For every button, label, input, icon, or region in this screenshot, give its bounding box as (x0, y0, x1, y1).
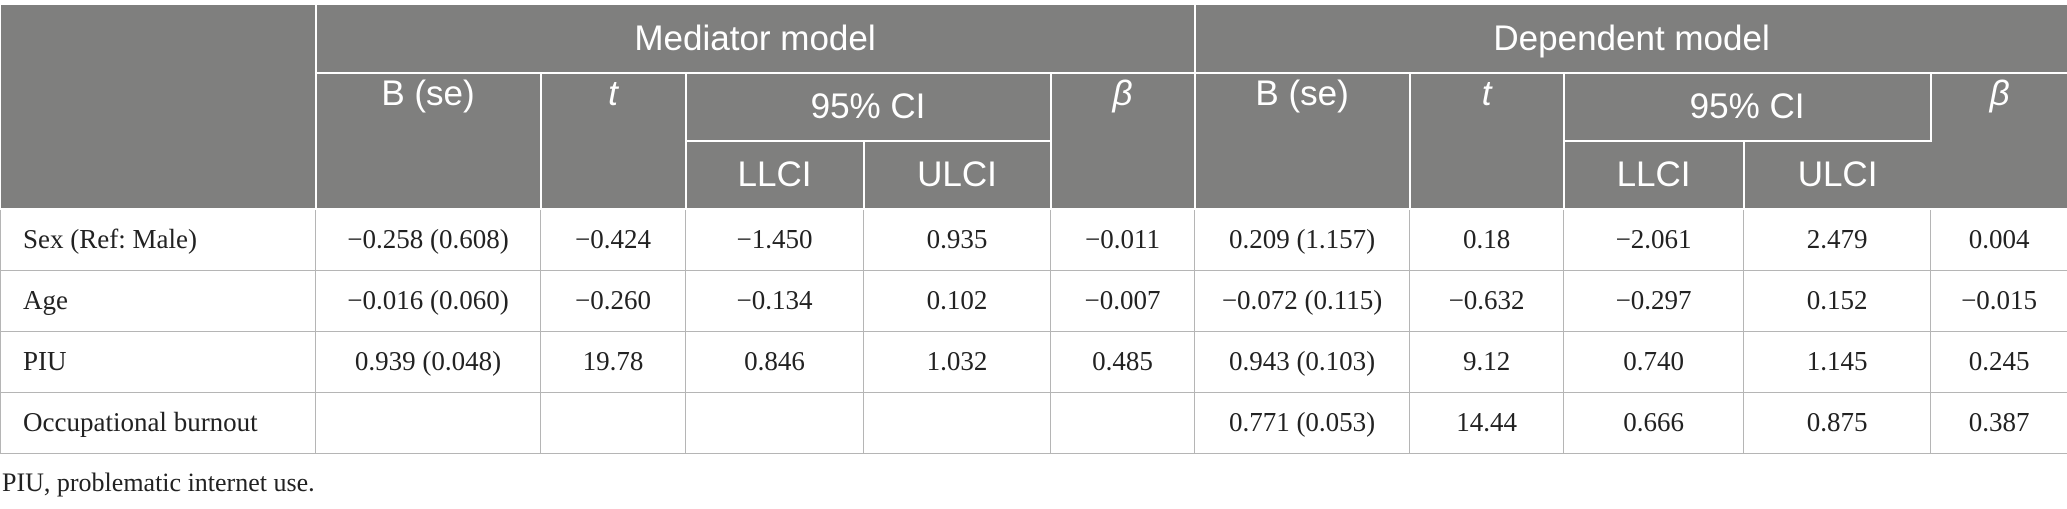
cell-dependent-ulci: 1.145 (1743, 331, 1932, 393)
cell-dependent-t: 0.18 (1409, 209, 1565, 271)
cell-dependent-llci: −2.061 (1563, 209, 1745, 271)
cell-mediator-t: 19.78 (540, 331, 686, 393)
cell-dependent-llci: −0.297 (1563, 270, 1745, 332)
row-label: Age (0, 270, 316, 332)
cell-dependent-beta: 0.387 (1930, 392, 2067, 454)
table-footnote: PIU, problematic internet use. (2, 468, 315, 497)
header-row-columns: B (se) t 95% CI β B (se) t 95% CI β (1, 73, 2067, 210)
header-dependent-b-se: B (se) (1194, 73, 1411, 210)
header-mediator-t: t (540, 73, 687, 210)
cell-dependent-ulci: 0.152 (1743, 270, 1932, 332)
header-dependent-beta: β (1930, 73, 2067, 210)
header-dependent-ulci: ULCI (1743, 141, 1931, 210)
cell-mediator-t: −0.260 (540, 270, 686, 332)
cell-dependent-t: −0.632 (1409, 270, 1565, 332)
table-row: Sex (Ref: Male) −0.258 (0.608) −0.424 −1… (0, 209, 2067, 271)
cell-dependent-b-se: 0.209 (1.157) (1194, 209, 1411, 271)
cell-mediator-beta: −0.011 (1049, 209, 1196, 271)
cell-dependent-beta: 0.004 (1930, 209, 2067, 271)
header-mediator-beta: β (1050, 73, 1196, 210)
cell-mediator-ulci (863, 392, 1051, 454)
cell-mediator-beta: −0.007 (1049, 270, 1196, 332)
header-mediator-ci: 95% CI (685, 73, 1052, 142)
header-mediator-b-se: B (se) (315, 73, 542, 210)
cell-mediator-ulci: 0.102 (863, 270, 1051, 332)
header-dependent-t: t (1409, 73, 1565, 210)
cell-dependent-b-se: 0.771 (0.053) (1194, 392, 1411, 454)
cell-dependent-t: 9.12 (1409, 331, 1565, 393)
cell-dependent-b-se: 0.943 (0.103) (1194, 331, 1411, 393)
cell-mediator-beta: 0.485 (1049, 331, 1196, 393)
table-row: Occupational burnout 0.771 (0.053) 14.44… (0, 392, 2067, 454)
header-dependent-model: Dependent model (1194, 5, 2067, 74)
row-label: Sex (Ref: Male) (0, 209, 316, 271)
cell-mediator-llci: 0.846 (685, 331, 864, 393)
cell-mediator-ulci: 0.935 (863, 209, 1051, 271)
cell-mediator-beta (1049, 392, 1196, 454)
cell-mediator-b-se: −0.016 (0.060) (315, 270, 541, 332)
cell-mediator-b-se: −0.258 (0.608) (315, 209, 541, 271)
row-label: Occupational burnout (0, 392, 316, 454)
header-blank (0, 5, 317, 210)
cell-mediator-b-se: 0.939 (0.048) (315, 331, 541, 393)
cell-dependent-llci: 0.740 (1563, 331, 1745, 393)
cell-dependent-llci: 0.666 (1563, 392, 1745, 454)
cell-mediator-llci: −0.134 (685, 270, 864, 332)
header-row-ci: LLCI ULCI LLCI ULCI (1, 141, 2067, 210)
results-table: Mediator model Dependent model B (se) t … (0, 5, 2067, 454)
cell-mediator-t (540, 392, 686, 454)
cell-dependent-t: 14.44 (1409, 392, 1565, 454)
cell-mediator-llci: −1.450 (685, 209, 864, 271)
cell-mediator-b-se (315, 392, 541, 454)
header-mediator-llci: LLCI (685, 141, 865, 210)
cell-dependent-b-se: −0.072 (0.115) (1194, 270, 1411, 332)
header-row-groups: Mediator model Dependent model (0, 5, 2067, 210)
cell-dependent-ulci: 0.875 (1743, 392, 1932, 454)
cell-mediator-t: −0.424 (540, 209, 686, 271)
header-mediator-model: Mediator model (315, 5, 1196, 74)
cell-mediator-llci (685, 392, 864, 454)
table-row: Age −0.016 (0.060) −0.260 −0.134 0.102 −… (0, 270, 2067, 332)
header-dependent-llci: LLCI (1563, 141, 1745, 210)
cell-mediator-ulci: 1.032 (863, 331, 1051, 393)
header-dependent-ci: 95% CI (1563, 73, 1932, 142)
cell-dependent-ulci: 2.479 (1743, 209, 1932, 271)
row-label: PIU (0, 331, 316, 393)
cell-dependent-beta: −0.015 (1930, 270, 2067, 332)
header-mediator-ulci: ULCI (863, 141, 1052, 210)
cell-dependent-beta: 0.245 (1930, 331, 2067, 393)
table-row: PIU 0.939 (0.048) 19.78 0.846 1.032 0.48… (0, 331, 2067, 393)
